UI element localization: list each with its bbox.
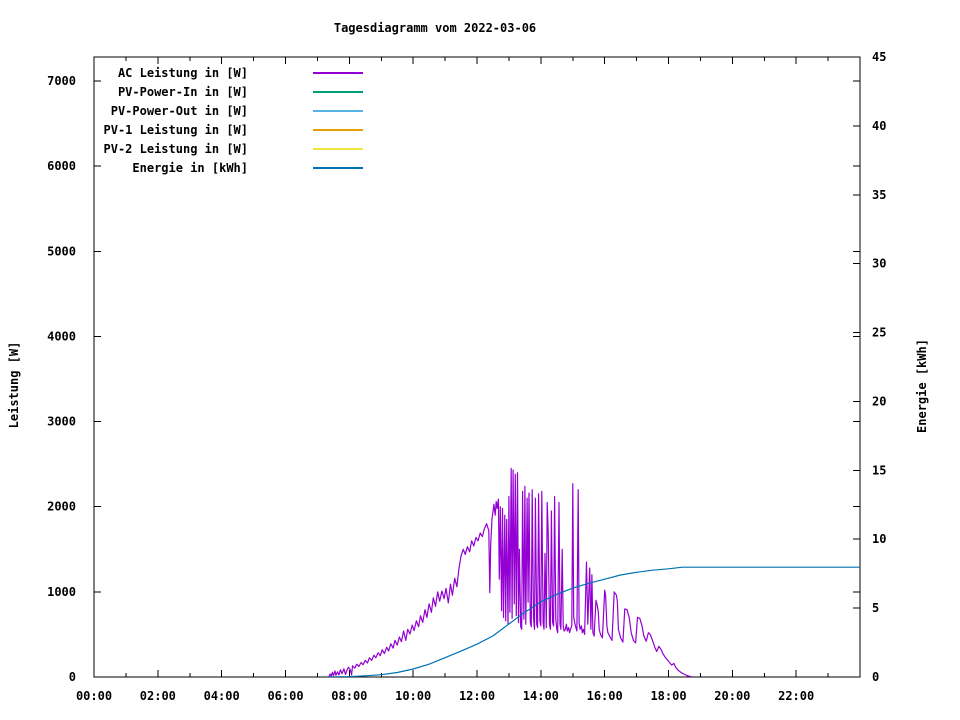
y1-tick-label: 0 <box>69 670 76 684</box>
legend-item: AC Leistung in [W] <box>0 63 363 82</box>
y2-tick-label: 0 <box>872 670 879 684</box>
legend-item: PV-1 Leistung in [W] <box>0 120 363 139</box>
x-tick-label: 02:00 <box>140 689 176 703</box>
x-tick-label: 00:00 <box>76 689 112 703</box>
legend-label: PV-2 Leistung in [W] <box>103 141 249 156</box>
legend-swatch <box>313 71 363 74</box>
legend-swatch <box>313 128 363 131</box>
x-tick-label: 06:00 <box>267 689 303 703</box>
legend-item: PV-Power-In in [W] <box>0 82 363 101</box>
series-line-energie-in-kwh <box>326 566 860 677</box>
y2-tick-label: 5 <box>872 601 879 615</box>
x-tick-label: 18:00 <box>650 689 686 703</box>
x-tick-label: 16:00 <box>587 689 623 703</box>
y1-tick-label: 2000 <box>47 500 76 514</box>
x-tick-label: 20:00 <box>714 689 750 703</box>
legend-swatch <box>313 166 363 169</box>
legend-label: PV-Power-In in [W] <box>117 84 248 99</box>
legend-swatch <box>313 109 363 112</box>
y2-tick-label: 20 <box>872 394 886 408</box>
x-tick-label: 10:00 <box>395 689 431 703</box>
series-line-ac-leistung-in-w <box>328 467 693 677</box>
x-tick-label: 14:00 <box>523 689 559 703</box>
y2-tick-label: 25 <box>872 326 886 340</box>
y2-tick-label: 45 <box>872 50 886 64</box>
y1-tick-label: 1000 <box>47 585 76 599</box>
x-tick-label: 08:00 <box>331 689 367 703</box>
legend: AC Leistung in [W] PV-Power-In in [W] PV-P… <box>0 63 363 177</box>
y2-tick-label: 40 <box>872 119 886 133</box>
legend-item: Energie in [kWh] <box>0 158 363 177</box>
legend-item: PV-Power-Out in [W] <box>0 101 363 120</box>
y1-tick-label: 5000 <box>47 244 76 258</box>
y2-tick-label: 10 <box>872 532 886 546</box>
legend-label: AC Leistung in [W] <box>117 65 248 80</box>
y2-tick-label: 15 <box>872 463 886 477</box>
x-tick-label: 22:00 <box>778 689 814 703</box>
legend-label: PV-1 Leistung in [W] <box>103 122 249 137</box>
legend-label: Energie in [kWh] <box>132 160 248 175</box>
legend-item: PV-2 Leistung in [W] <box>0 139 363 158</box>
y1-tick-label: 3000 <box>47 415 76 429</box>
legend-swatch <box>313 90 363 93</box>
legend-label: PV-Power-Out in [W] <box>110 103 248 118</box>
x-tick-label: 04:00 <box>204 689 240 703</box>
x-tick-label: 12:00 <box>459 689 495 703</box>
y1-tick-label: 7000 <box>47 74 76 88</box>
y2-tick-label: 30 <box>872 257 886 271</box>
y1-tick-label: 6000 <box>47 159 76 173</box>
chart-title: Tagesdiagramm vom 2022-03-06 <box>333 21 537 35</box>
legend-swatch <box>313 147 363 150</box>
y2-tick-label: 35 <box>872 188 886 202</box>
y1-tick-label: 4000 <box>47 329 76 343</box>
